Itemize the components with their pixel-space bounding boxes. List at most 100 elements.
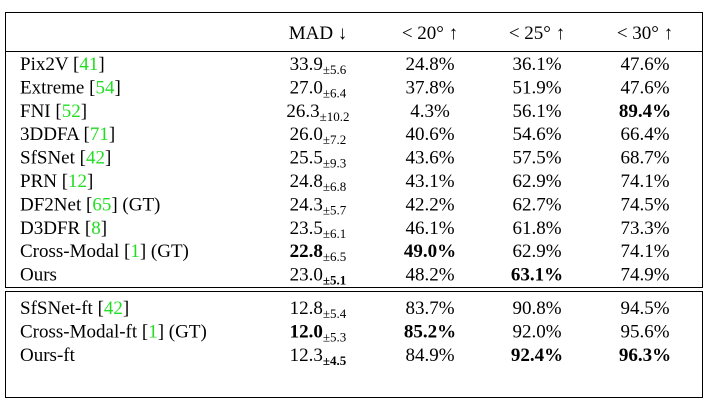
method-name: SfSNet-ft [42] bbox=[20, 298, 129, 319]
accuracy-cell: 57.5% bbox=[512, 148, 561, 169]
method-text: SfSNet [ bbox=[20, 148, 86, 169]
mad-value: 23.5 bbox=[290, 218, 323, 239]
mad-cell: 24.8±6.8 bbox=[290, 171, 347, 194]
mad-value: 23.0 bbox=[290, 265, 323, 286]
accuracy-cell: 62.7% bbox=[512, 194, 561, 215]
mad-value: 22.8 bbox=[290, 241, 323, 262]
table-box-bottom bbox=[5, 291, 703, 398]
method-text: ] (GT) bbox=[158, 321, 207, 342]
method-text: Pix2V [ bbox=[20, 54, 79, 75]
method-text: ] bbox=[123, 298, 129, 319]
citation: 42 bbox=[104, 298, 123, 319]
method-name: PRN [12] bbox=[20, 171, 93, 192]
mad-cell: 26.3±10.2 bbox=[286, 101, 349, 124]
mad-cell: 12.3±4.5 bbox=[290, 345, 347, 368]
accuracy-cell: 73.3% bbox=[620, 218, 669, 239]
citation: 42 bbox=[86, 148, 105, 169]
method-name: 3DDFA [71] bbox=[20, 124, 115, 145]
accuracy-cell: 56.1% bbox=[512, 101, 561, 122]
method-text: Ours bbox=[20, 265, 57, 286]
citation: 71 bbox=[90, 124, 109, 145]
method-text: DF2Net [ bbox=[20, 194, 92, 215]
mad-value: 25.5 bbox=[290, 148, 323, 169]
mad-std: ±5.6 bbox=[323, 62, 347, 77]
accuracy-cell: 96.3% bbox=[619, 345, 671, 366]
accuracy-cell: 62.9% bbox=[512, 171, 561, 192]
mad-std: ±6.4 bbox=[323, 85, 347, 100]
method-name: Extreme [54] bbox=[20, 77, 121, 98]
method-text: SfSNet-ft [ bbox=[20, 298, 104, 319]
accuracy-cell: 83.7% bbox=[405, 298, 454, 319]
column-header: < 30° ↑ bbox=[617, 23, 673, 44]
mad-cell: 25.5±9.3 bbox=[290, 148, 347, 171]
mad-cell: 33.9±5.6 bbox=[290, 54, 347, 77]
accuracy-cell: 94.5% bbox=[620, 298, 669, 319]
mad-std: ±10.2 bbox=[320, 109, 350, 124]
citation: 65 bbox=[92, 194, 111, 215]
citation: 1 bbox=[130, 241, 140, 262]
mad-std: ±4.5 bbox=[323, 353, 347, 368]
method-text: Ours-ft bbox=[20, 345, 76, 366]
citation: 12 bbox=[68, 171, 87, 192]
accuracy-cell: 84.9% bbox=[405, 345, 454, 366]
mad-std: ±9.3 bbox=[323, 156, 346, 171]
mad-cell: 12.0±5.3 bbox=[290, 321, 347, 344]
column-header: MAD ↓ bbox=[289, 23, 348, 44]
method-text: FNI [ bbox=[20, 101, 62, 122]
accuracy-cell: 74.1% bbox=[620, 171, 669, 192]
accuracy-cell: 62.9% bbox=[512, 241, 561, 262]
mad-std: ±6.5 bbox=[323, 249, 346, 264]
accuracy-cell: 47.6% bbox=[620, 54, 669, 75]
accuracy-cell: 74.9% bbox=[620, 265, 669, 286]
method-text: D3DFR [ bbox=[20, 218, 91, 239]
accuracy-cell: 89.4% bbox=[619, 101, 671, 122]
mad-cell: 23.5±6.1 bbox=[290, 218, 347, 241]
mad-value: 26.3 bbox=[286, 101, 319, 122]
method-text: Cross-Modal [ bbox=[20, 241, 130, 262]
accuracy-cell: 36.1% bbox=[512, 54, 561, 75]
method-text: ] bbox=[101, 218, 107, 239]
method-name: Ours-ft bbox=[20, 345, 76, 366]
accuracy-cell: 49.0% bbox=[404, 241, 456, 262]
citation: 41 bbox=[79, 54, 98, 75]
method-name: Ours bbox=[20, 265, 57, 286]
method-text: Cross-Modal-ft [ bbox=[20, 321, 148, 342]
citation: 52 bbox=[62, 101, 81, 122]
accuracy-cell: 51.9% bbox=[512, 77, 561, 98]
accuracy-cell: 95.6% bbox=[620, 321, 669, 342]
citation: 54 bbox=[95, 77, 115, 98]
accuracy-cell: 74.5% bbox=[620, 194, 669, 215]
accuracy-cell: 66.4% bbox=[620, 124, 669, 145]
method-name: Pix2V [41] bbox=[20, 54, 105, 75]
accuracy-cell: 85.2% bbox=[404, 321, 456, 342]
accuracy-cell: 4.3% bbox=[410, 101, 450, 122]
method-text: ] bbox=[105, 148, 111, 169]
citation: 1 bbox=[148, 321, 158, 342]
method-text: ] bbox=[87, 171, 93, 192]
accuracy-cell: 54.6% bbox=[512, 124, 561, 145]
method-name: Cross-Modal [1] (GT) bbox=[20, 241, 189, 262]
column-header: < 20° ↑ bbox=[402, 23, 458, 44]
mad-std: ±5.4 bbox=[323, 306, 347, 321]
mad-std: ±5.3 bbox=[323, 329, 346, 344]
accuracy-cell: 46.1% bbox=[405, 218, 454, 239]
mad-value: 24.3 bbox=[290, 194, 323, 215]
table-box-top bbox=[5, 12, 703, 288]
mad-value: 12.0 bbox=[290, 321, 323, 342]
mad-cell: 23.0±5.1 bbox=[290, 265, 347, 288]
mad-value: 24.8 bbox=[290, 171, 323, 192]
column-header: < 25° ↑ bbox=[509, 23, 565, 44]
accuracy-cell: 92.4% bbox=[511, 345, 563, 366]
accuracy-cell: 48.2% bbox=[405, 265, 454, 286]
accuracy-cell: 90.8% bbox=[512, 298, 561, 319]
mad-cell: 22.8±6.5 bbox=[290, 241, 347, 264]
accuracy-cell: 40.6% bbox=[405, 124, 454, 145]
mad-value: 26.0 bbox=[290, 124, 323, 145]
mad-std: ±5.7 bbox=[323, 202, 347, 217]
method-text: ] bbox=[109, 124, 115, 145]
method-text: 3DDFA [ bbox=[20, 124, 90, 145]
method-text: PRN [ bbox=[20, 171, 68, 192]
accuracy-cell: 42.2% bbox=[405, 194, 454, 215]
